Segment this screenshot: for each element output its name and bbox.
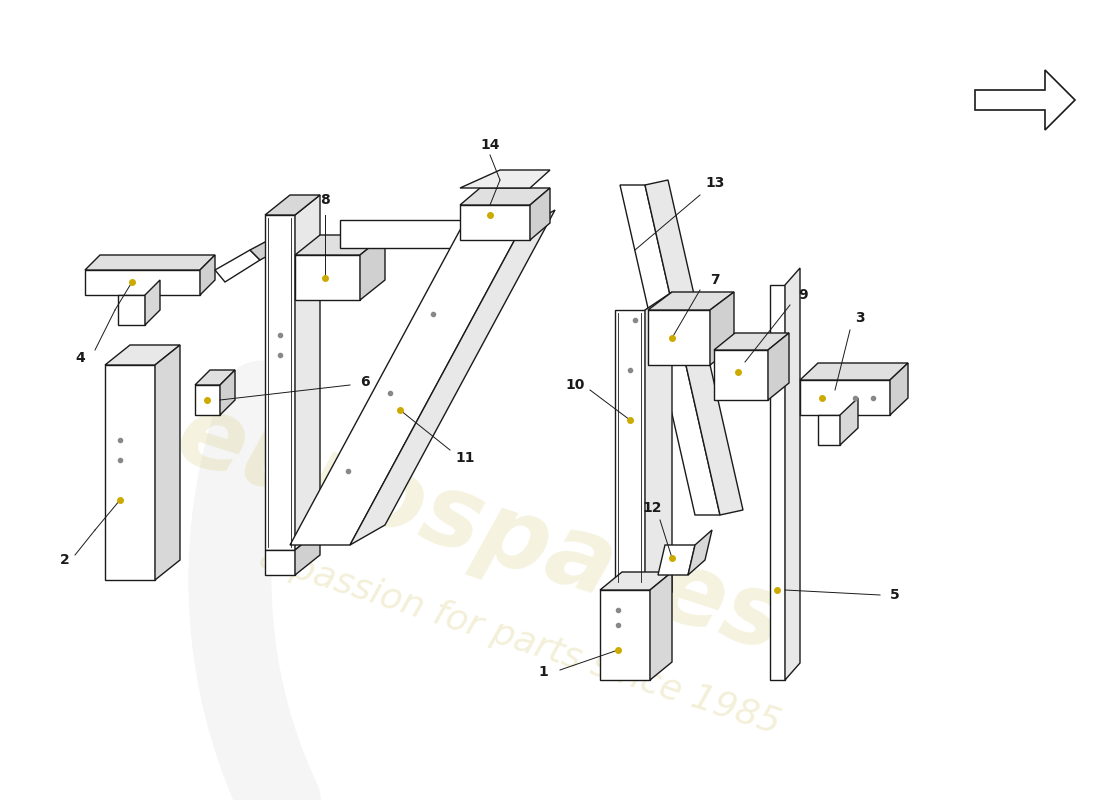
Polygon shape <box>710 292 734 365</box>
Polygon shape <box>460 188 550 205</box>
Text: 2: 2 <box>60 553 70 567</box>
Polygon shape <box>658 545 695 575</box>
Polygon shape <box>460 205 530 240</box>
Text: 6: 6 <box>360 375 370 389</box>
Text: 4: 4 <box>75 351 85 365</box>
Polygon shape <box>118 295 145 325</box>
Text: 5: 5 <box>890 588 900 602</box>
Polygon shape <box>195 370 235 385</box>
Text: 14: 14 <box>481 138 499 152</box>
Polygon shape <box>360 235 385 300</box>
Text: 8: 8 <box>320 193 330 207</box>
Polygon shape <box>818 415 840 445</box>
Polygon shape <box>600 590 650 680</box>
Polygon shape <box>615 585 645 610</box>
Text: a passion for parts since 1985: a passion for parts since 1985 <box>255 539 784 741</box>
Polygon shape <box>155 345 180 580</box>
Polygon shape <box>620 185 721 515</box>
Polygon shape <box>600 572 672 590</box>
Polygon shape <box>785 268 800 680</box>
Polygon shape <box>250 242 275 260</box>
Polygon shape <box>350 210 556 545</box>
Polygon shape <box>975 70 1075 130</box>
Polygon shape <box>645 180 742 515</box>
Polygon shape <box>85 270 200 295</box>
Polygon shape <box>890 363 908 415</box>
Polygon shape <box>714 333 789 350</box>
Polygon shape <box>290 230 520 545</box>
Polygon shape <box>195 385 220 415</box>
Polygon shape <box>800 363 907 380</box>
Text: 3: 3 <box>855 311 865 325</box>
Polygon shape <box>295 235 385 255</box>
Polygon shape <box>295 255 360 300</box>
Polygon shape <box>85 255 214 270</box>
Polygon shape <box>650 572 672 680</box>
Polygon shape <box>220 370 235 415</box>
Polygon shape <box>714 350 768 400</box>
Text: 12: 12 <box>642 501 662 515</box>
Polygon shape <box>688 530 712 575</box>
Text: 10: 10 <box>565 378 585 392</box>
Polygon shape <box>104 365 155 580</box>
Polygon shape <box>214 250 260 282</box>
Polygon shape <box>645 567 672 610</box>
Polygon shape <box>340 220 510 248</box>
Polygon shape <box>460 170 550 188</box>
Text: 1: 1 <box>538 665 548 679</box>
Text: 11: 11 <box>455 451 475 465</box>
Polygon shape <box>770 285 785 680</box>
Polygon shape <box>648 292 734 310</box>
Text: 9: 9 <box>799 288 807 302</box>
Polygon shape <box>840 398 858 445</box>
Polygon shape <box>530 188 550 240</box>
Text: eurospares: eurospares <box>164 386 795 674</box>
Polygon shape <box>648 310 710 365</box>
Polygon shape <box>645 292 672 585</box>
Polygon shape <box>295 195 320 550</box>
Polygon shape <box>265 215 295 550</box>
Text: 13: 13 <box>705 176 725 190</box>
Polygon shape <box>800 380 890 415</box>
Polygon shape <box>145 280 160 325</box>
Polygon shape <box>200 255 214 295</box>
Polygon shape <box>295 530 320 575</box>
Polygon shape <box>615 310 645 585</box>
Polygon shape <box>104 345 180 365</box>
Polygon shape <box>768 333 789 400</box>
Text: 7: 7 <box>711 273 719 287</box>
Polygon shape <box>265 550 295 575</box>
Polygon shape <box>265 195 320 215</box>
